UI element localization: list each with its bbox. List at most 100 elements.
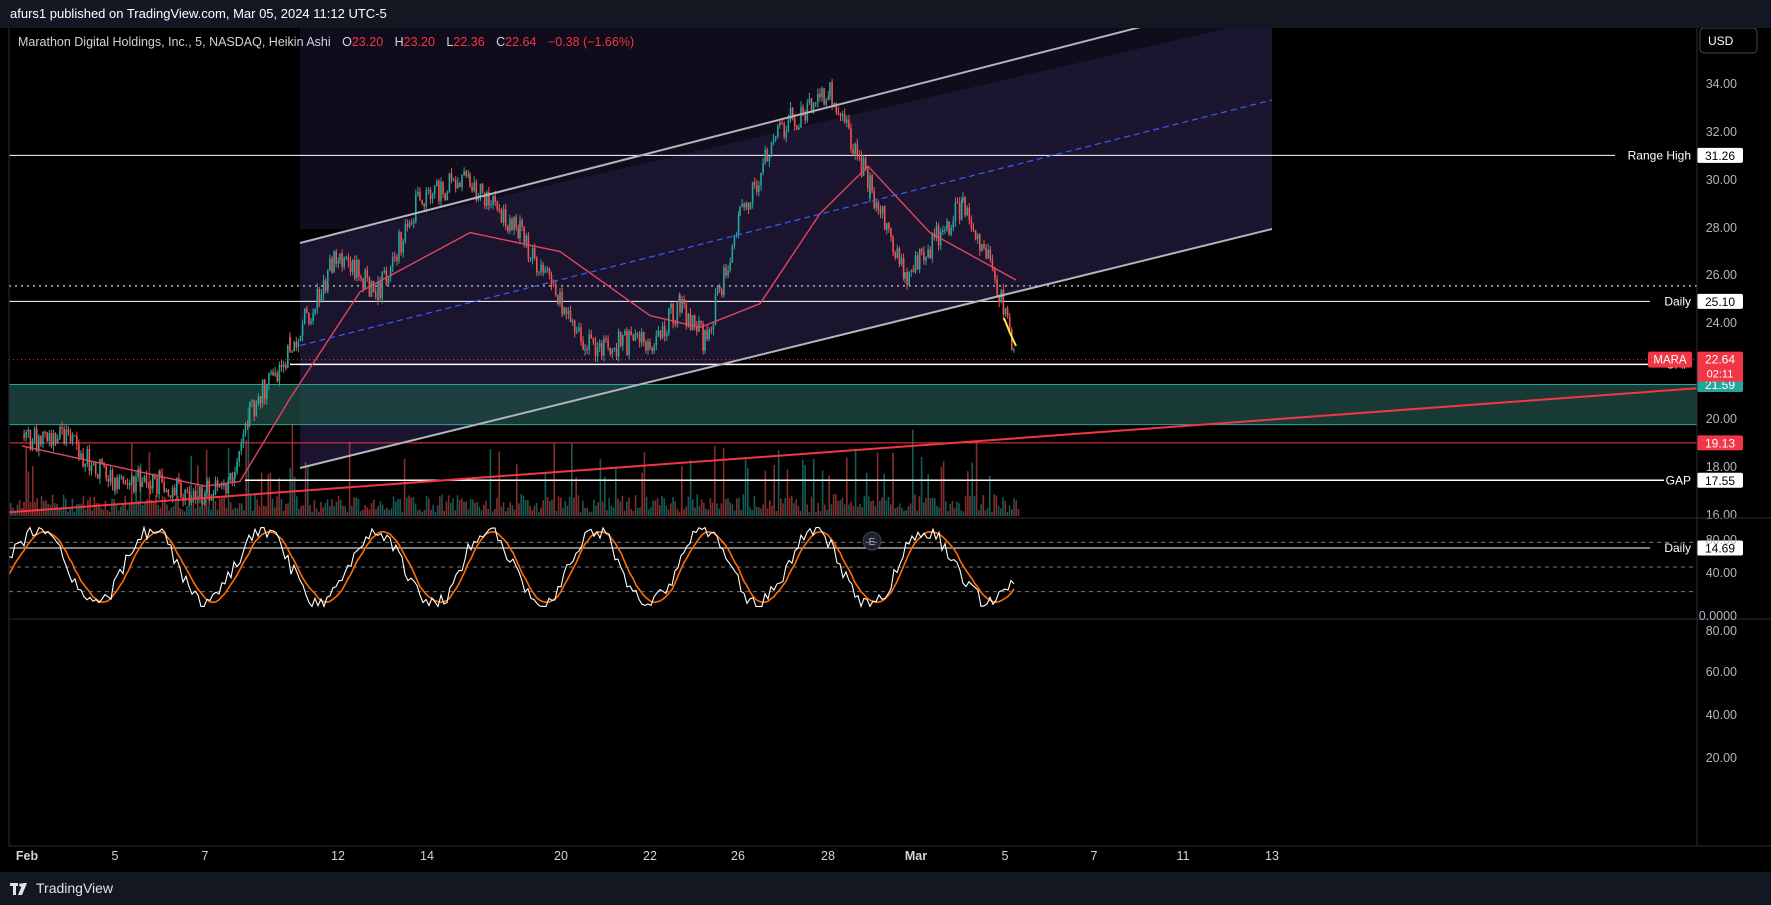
- volume-bar: [324, 503, 327, 516]
- candle: [481, 183, 484, 193]
- volume-bar: [892, 452, 894, 516]
- volume-bar: [604, 476, 606, 516]
- volume-bar: [234, 507, 236, 516]
- volume-bar: [148, 452, 151, 516]
- volume-bar: [934, 498, 936, 516]
- candle: [253, 400, 255, 417]
- volume-bar: [483, 504, 485, 516]
- volume-bar: [986, 508, 989, 516]
- candle: [976, 234, 979, 240]
- stoch-d-line: [8, 530, 1015, 604]
- candle: [837, 112, 840, 114]
- candle: [498, 209, 501, 211]
- volume-bar: [397, 499, 399, 516]
- candle: [873, 190, 875, 209]
- volume-bar: [267, 474, 269, 516]
- volume-bar: [639, 507, 641, 516]
- candle: [708, 329, 710, 339]
- volume-bar: [232, 509, 234, 516]
- volume-bar: [993, 494, 995, 516]
- candle: [417, 191, 419, 195]
- candle: [998, 295, 1000, 302]
- candle: [201, 486, 203, 505]
- candle: [991, 259, 994, 269]
- candle: [425, 190, 428, 207]
- candle: [904, 272, 906, 279]
- candle: [900, 257, 903, 265]
- legend-close-key: C: [496, 35, 505, 49]
- candle: [103, 463, 105, 467]
- candle: [502, 208, 505, 223]
- volume-bar: [502, 502, 505, 516]
- volume-bar: [637, 508, 639, 516]
- candle: [725, 267, 727, 276]
- volume-bar: [520, 494, 522, 516]
- volume-bar: [709, 498, 712, 516]
- candle: [477, 197, 480, 201]
- candle: [552, 284, 555, 286]
- volume-bar: [34, 502, 36, 516]
- legend-open-value: 23.20: [352, 35, 383, 49]
- horizontal-levels: Range High31.26Daily25.10GAP22.4421.5919…: [9, 147, 1743, 556]
- volume-bar: [390, 508, 393, 516]
- volume-bar: [285, 503, 287, 516]
- volume-bar: [450, 502, 452, 516]
- ticker-tag-label: MARA: [1653, 355, 1687, 367]
- candle: [931, 233, 934, 259]
- candle: [523, 226, 525, 244]
- candle: [349, 261, 352, 272]
- volume-bar: [648, 509, 650, 516]
- candle: [351, 260, 354, 272]
- volume-bar: [73, 511, 76, 516]
- volume-bar: [683, 509, 685, 516]
- candle: [923, 251, 925, 261]
- candle: [747, 202, 750, 210]
- candle: [647, 341, 649, 351]
- currency-button[interactable]: USD: [1699, 28, 1758, 54]
- volume-bar: [824, 504, 826, 516]
- volume-bar: [80, 503, 82, 516]
- candle: [894, 252, 896, 259]
- time-axis-label: 22: [643, 849, 657, 863]
- price-axis-label: 16.00: [1706, 508, 1737, 522]
- candle: [429, 189, 432, 200]
- volume-bar: [786, 469, 789, 516]
- volume-bar: [700, 499, 703, 516]
- candle: [580, 327, 582, 342]
- volume-bar: [575, 477, 577, 516]
- volume-bar: [907, 506, 910, 516]
- volume-bar: [491, 511, 494, 516]
- volume-bar: [509, 502, 511, 516]
- candle: [454, 180, 457, 189]
- volume-bar: [676, 508, 679, 516]
- candle: [937, 225, 940, 246]
- volume-bar: [214, 501, 217, 516]
- candle: [739, 206, 741, 216]
- volume-bar: [188, 503, 190, 516]
- volume-bar: [766, 508, 769, 516]
- candle: [588, 334, 590, 350]
- volume-bar: [128, 503, 131, 516]
- volume-bar: [1013, 497, 1015, 516]
- volume-bar: [223, 496, 225, 516]
- candle: [156, 478, 158, 495]
- candle: [263, 379, 266, 400]
- volume-bar: [164, 497, 166, 516]
- candle: [653, 346, 655, 351]
- candle: [517, 228, 520, 239]
- volume-bar: [562, 507, 564, 516]
- candle: [128, 482, 131, 486]
- volume-bar: [850, 501, 852, 516]
- volume-bar: [403, 458, 406, 516]
- volume-bar: [615, 466, 617, 516]
- volume-bar: [159, 507, 162, 516]
- volume-bar: [896, 507, 899, 516]
- volume-bar: [619, 501, 621, 516]
- candle: [540, 264, 542, 272]
- volume-bar: [84, 509, 87, 516]
- candle: [116, 477, 118, 490]
- volume-bar: [590, 511, 593, 516]
- overlay-lines: E: [8, 28, 1698, 551]
- pane3-axis-label: 20.00: [1706, 751, 1737, 765]
- chart-area[interactable]: Range High31.26Daily25.10GAP22.4421.5919…: [0, 28, 1771, 872]
